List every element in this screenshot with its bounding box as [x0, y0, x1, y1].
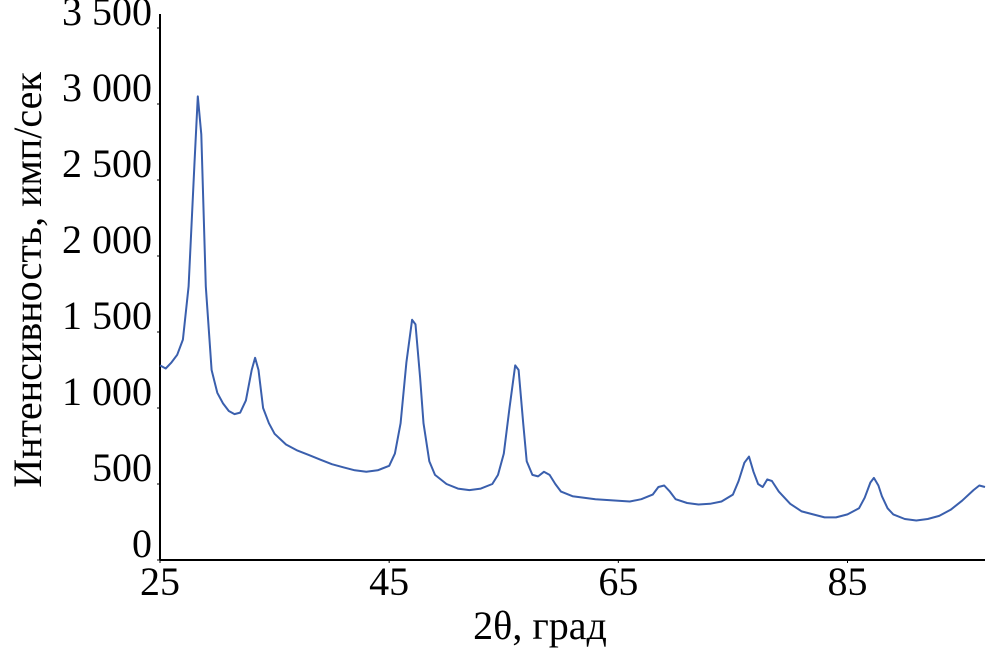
y-tick-label: 1 000	[62, 369, 152, 414]
x-tick-label: 45	[369, 559, 409, 604]
y-tick-label: 2 500	[62, 141, 152, 186]
y-tick-label: 500	[92, 445, 152, 490]
y-tick-label: 1 500	[62, 293, 152, 338]
y-tick-label: 3 500	[62, 0, 152, 34]
y-tick-label: 2 000	[62, 217, 152, 262]
y-axis-label: Интенсивность, имп/сек	[5, 72, 50, 488]
x-tick-label: 25	[140, 559, 180, 604]
x-tick-label: 85	[828, 559, 868, 604]
x-axis-label: 2θ, град	[473, 603, 607, 648]
y-tick-label: 3 000	[62, 65, 152, 110]
x-tick-label: 65	[598, 559, 638, 604]
data-line	[159, 95, 986, 522]
y-tick-label: 0	[132, 521, 152, 566]
